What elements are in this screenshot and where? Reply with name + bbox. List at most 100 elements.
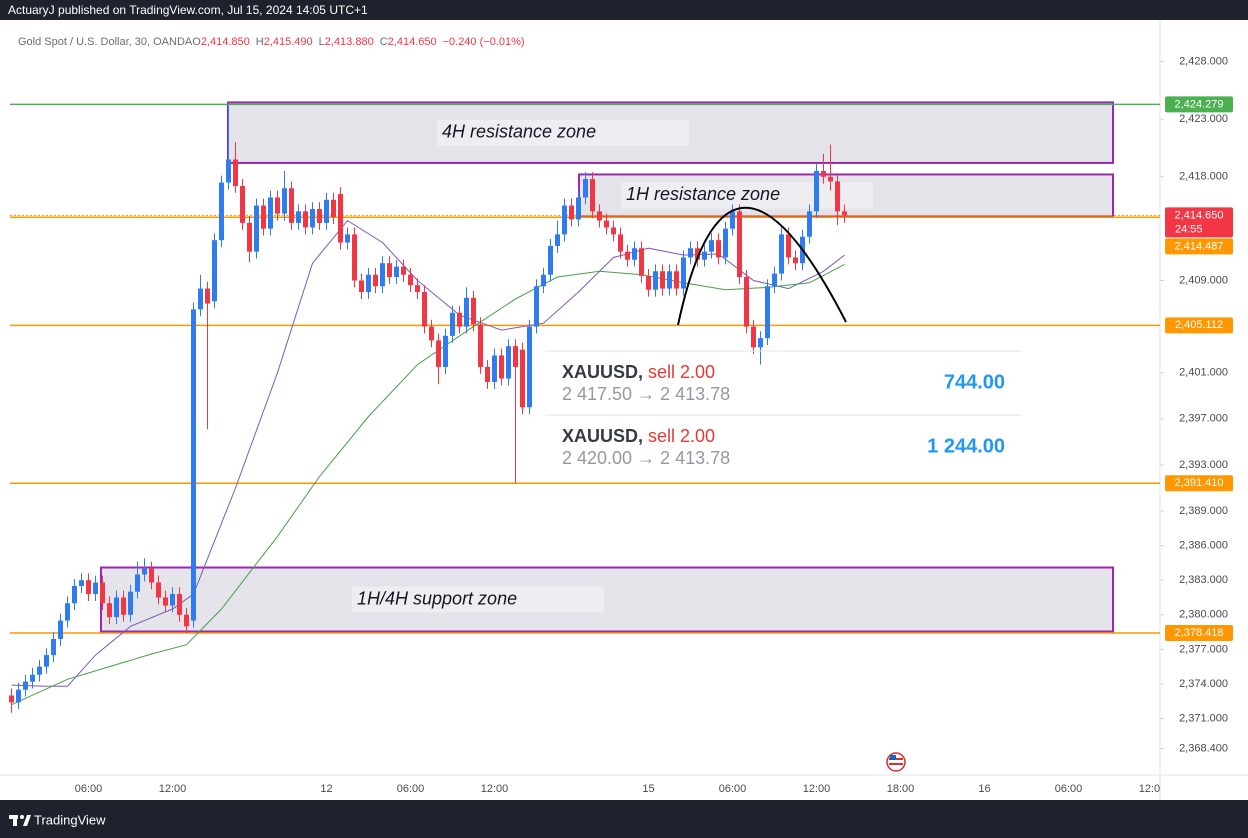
candle-body — [394, 266, 399, 278]
trade-profit: 1 244.00 — [927, 435, 1005, 457]
candle-body — [177, 594, 182, 615]
candle-body — [226, 159, 231, 183]
candle-body — [30, 674, 35, 682]
flag-stripe — [889, 763, 903, 765]
candle-body — [492, 355, 497, 382]
candle-body — [681, 257, 686, 289]
candle-body — [716, 240, 721, 258]
y-tick-label: 2,377.000 — [1179, 643, 1228, 655]
candle-body — [184, 614, 189, 627]
y-tick-label: 2,386.000 — [1179, 540, 1228, 552]
candle-body — [660, 271, 665, 289]
zone-label: 1H/4H support zone — [357, 588, 517, 608]
candle-body — [471, 297, 476, 325]
candle-body — [16, 689, 21, 703]
footer-logo — [9, 815, 31, 826]
candle-body — [268, 197, 273, 229]
trade-symbol: XAUUSD, — [562, 426, 643, 446]
candle-body — [541, 274, 546, 287]
candle-body — [625, 251, 630, 260]
candle-body — [275, 197, 280, 214]
events-icon[interactable] — [886, 752, 906, 772]
candle-body — [359, 280, 364, 293]
candle-body — [562, 205, 567, 235]
candle-body — [86, 580, 91, 595]
ohlc-value: 2,415.490 — [264, 36, 313, 48]
candle-body — [548, 245, 553, 275]
candle-body — [464, 297, 469, 327]
y-tick-label: 2,397.000 — [1179, 413, 1228, 425]
y-tick-label: 2,389.000 — [1179, 505, 1228, 517]
candle-body — [233, 159, 238, 186]
y-tick-label: 2,380.000 — [1179, 609, 1228, 621]
trade-profit: 744.00 — [944, 371, 1005, 393]
candle-body — [499, 355, 504, 379]
symbol-legend: Gold Spot / U.S. Dollar, 30, OANDAO2,414… — [18, 36, 525, 48]
footer-brand: TradingView — [34, 812, 106, 827]
logo-part — [20, 815, 24, 819]
candle-body — [730, 211, 735, 229]
candle-body — [107, 603, 112, 618]
candle-body — [611, 227, 616, 235]
y-tick-label: 2,428.000 — [1179, 55, 1228, 67]
candle-body — [282, 188, 287, 214]
candle-body — [527, 326, 532, 408]
y-tick-label: 2,383.000 — [1179, 574, 1228, 586]
published-note: ActuaryJ published on TradingView.com, J… — [8, 3, 368, 17]
ohlc-key: L — [319, 36, 325, 48]
candle-body — [758, 338, 763, 348]
candle-body — [23, 681, 28, 690]
top-bar — [0, 0, 1248, 20]
zone-label-box — [352, 586, 604, 613]
price-label-box — [1165, 475, 1233, 492]
candle-body — [534, 286, 539, 327]
candle-body — [457, 312, 462, 327]
price-label: 2,414.650 — [1175, 209, 1224, 221]
y-tick-label: 2,371.000 — [1179, 712, 1228, 724]
candle-body — [555, 234, 560, 246]
price-label-box — [1165, 317, 1233, 334]
candle-body — [408, 274, 413, 286]
price-label: 2,378.418 — [1175, 627, 1224, 639]
candle-body — [156, 582, 161, 598]
trade-title: XAUUSD, sell 2.00 — [562, 426, 715, 446]
candle-body — [205, 288, 210, 304]
price-label: 2,424.279 — [1175, 98, 1224, 110]
y-tick-label: 2,393.000 — [1179, 459, 1228, 471]
candle-body — [807, 211, 812, 237]
candle-body — [401, 266, 406, 275]
candle-body — [569, 205, 574, 220]
candle-body — [653, 271, 658, 290]
candle-body — [142, 568, 147, 575]
x-tick-label: 16 — [978, 783, 990, 795]
candle-body — [597, 211, 602, 221]
logo-part — [13, 815, 17, 826]
price-label: 2,391.410 — [1175, 477, 1224, 489]
candle-body — [723, 228, 728, 258]
zone — [100, 566, 1114, 633]
price-label: 2,405.112 — [1175, 319, 1223, 331]
candle-body — [786, 234, 791, 258]
candle-body — [772, 273, 777, 287]
ohlc-value: 2,414.650 — [388, 36, 437, 48]
candle-body — [779, 234, 784, 274]
candle-body — [135, 574, 140, 592]
candle-body — [310, 209, 315, 228]
candle-body — [44, 655, 49, 667]
candle-body — [170, 594, 175, 606]
candle-body — [198, 288, 203, 310]
ohlc-key: C — [380, 36, 388, 48]
candle-body — [436, 340, 441, 367]
candle-body — [576, 197, 581, 220]
candle-body — [667, 271, 672, 289]
x-tick-label: 12:00 — [159, 783, 187, 795]
candle-body — [821, 171, 826, 177]
price-label-box — [1165, 625, 1233, 642]
candle-body — [443, 335, 448, 367]
candle-body — [345, 234, 350, 243]
ohlc-value: 2,414.850 — [201, 36, 250, 48]
candle-body — [100, 582, 105, 604]
candle-body — [842, 211, 847, 216]
countdown-label: 24:55 — [1175, 223, 1203, 235]
